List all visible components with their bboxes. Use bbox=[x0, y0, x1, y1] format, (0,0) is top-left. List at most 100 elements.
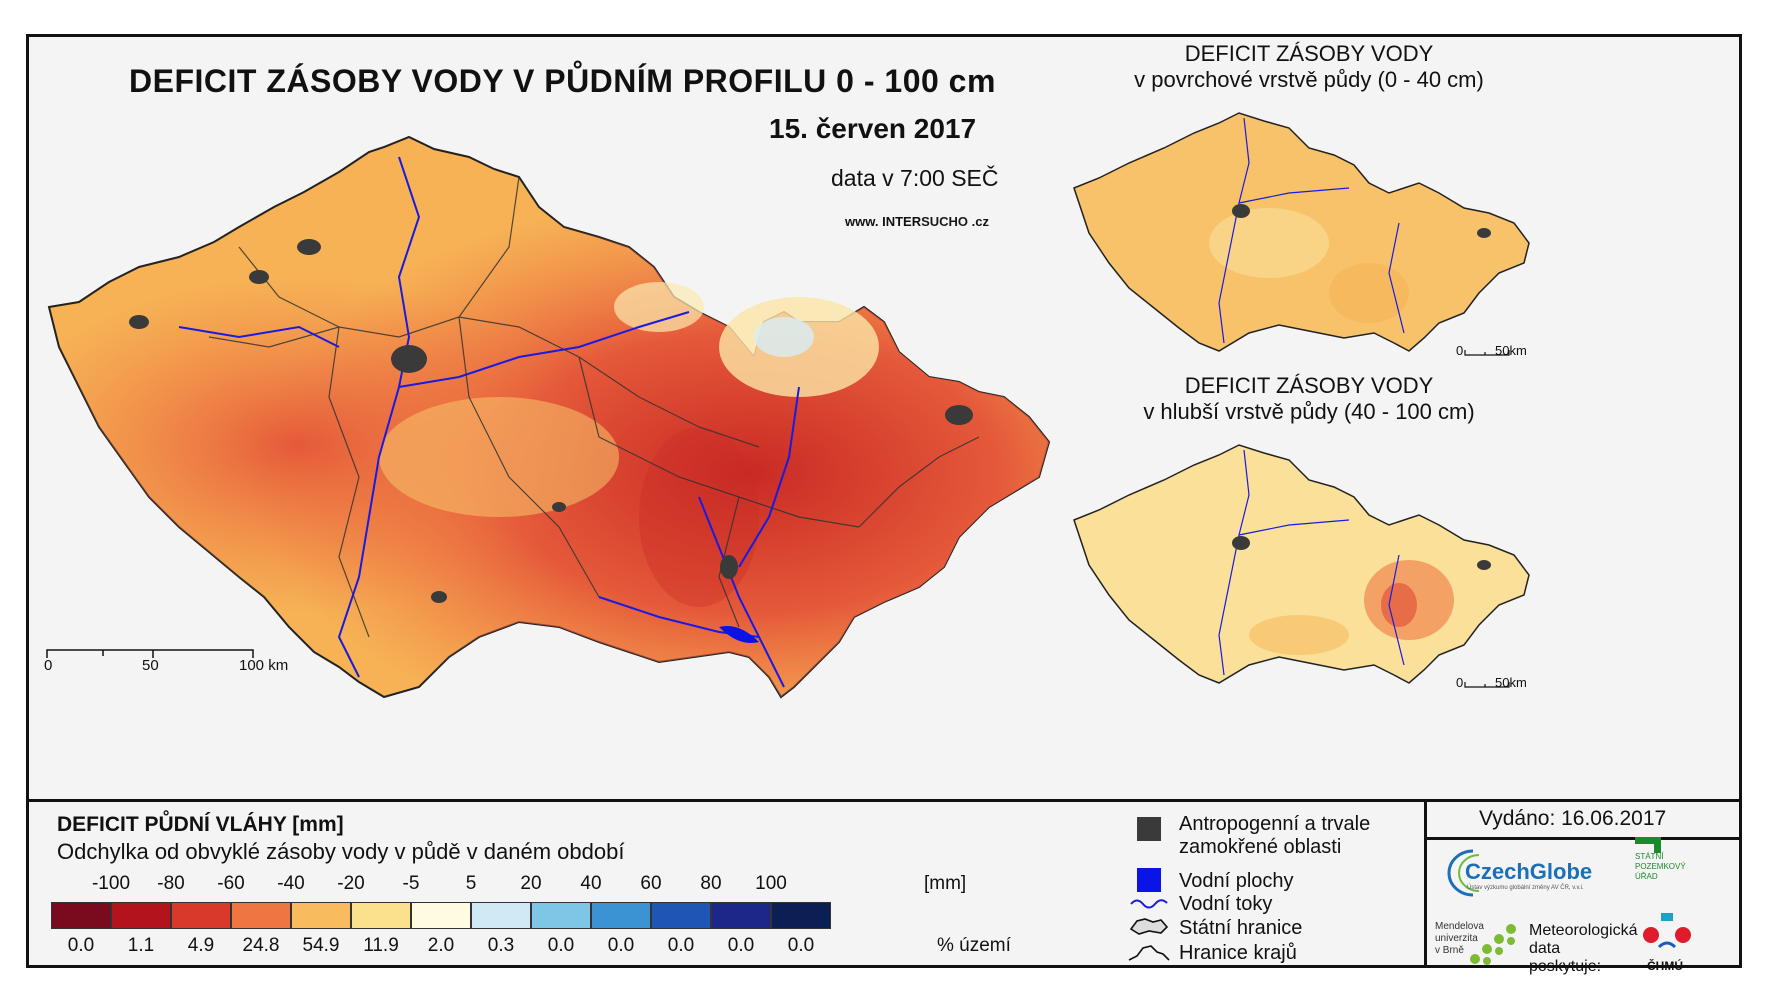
anthro-label-line2: zamokřené oblasti bbox=[1179, 836, 1342, 858]
legend-swatch bbox=[51, 902, 111, 929]
legend-boundary-label: 5 bbox=[465, 873, 477, 894]
legend-swatch bbox=[411, 902, 471, 929]
legend-pct-label: % území bbox=[937, 935, 1011, 956]
legend-pct-value: 2.0 bbox=[427, 935, 455, 956]
region-border-symbol bbox=[1128, 945, 1170, 961]
anthro-label: Antropogenní a trvale zamokřené oblasti bbox=[1179, 813, 1370, 859]
water-body-swatch bbox=[1137, 868, 1161, 892]
legend-pct-value: 0.0 bbox=[547, 935, 575, 956]
czechglobe-subtitle: Ústav výzkumu globální změny AV ČR, v.v.… bbox=[1467, 885, 1584, 891]
met-line3: poskytuje: bbox=[1529, 958, 1602, 975]
spu-line2: POZEMKOVÝ bbox=[1635, 862, 1686, 871]
issued-divider bbox=[1424, 799, 1427, 965]
inset-bottom-title-line2: v hlubší vrstvě půdy (40 - 100 cm) bbox=[1143, 399, 1475, 424]
mendel-dots bbox=[1470, 924, 1516, 965]
legend-boundary-label: 60 bbox=[640, 873, 662, 894]
map-frame: DEFICIT ZÁSOBY VODY V PŮDNÍM PROFILU 0 -… bbox=[26, 34, 1742, 975]
legend-pct-value: 1.1 bbox=[127, 935, 155, 956]
mendel-line2: univerzita bbox=[1435, 933, 1478, 944]
legend-boundary-label: 100 bbox=[755, 873, 787, 894]
map-area: DEFICIT ZÁSOBY VODY V PŮDNÍM PROFILU 0 -… bbox=[29, 37, 1739, 799]
inset-bottom-scale-0: 0 bbox=[1456, 675, 1464, 690]
map-title: DEFICIT ZÁSOBY VODY V PŮDNÍM PROFILU 0 -… bbox=[129, 63, 996, 99]
main-map bbox=[47, 135, 1051, 699]
state-border-symbol bbox=[1129, 918, 1169, 935]
inset-bottom-title: DEFICIT ZÁSOBY VODY v hlubší vrstvě půdy… bbox=[1114, 373, 1504, 425]
inset-bottom-scale-50: 50km bbox=[1495, 675, 1527, 690]
website-highlight: SUCHO bbox=[921, 214, 969, 229]
inset-top-title: DEFICIT ZÁSOBY VODY v povrchové vrstvě p… bbox=[1114, 41, 1504, 93]
legend-divider bbox=[29, 799, 1739, 802]
legend-boundary-label: -80 bbox=[157, 873, 185, 894]
legend-boundary-label: -5 bbox=[402, 873, 420, 894]
legend-pct-value: 0.0 bbox=[727, 935, 755, 956]
legend-swatch bbox=[711, 902, 771, 929]
stream-label: Vodní toky bbox=[1179, 893, 1273, 915]
legend-boundary-label: 20 bbox=[520, 873, 542, 894]
legend-boundary-label: 80 bbox=[700, 873, 722, 894]
legend-boundary-label: -100 bbox=[91, 873, 131, 894]
czechglobe-name: CzechGlobe bbox=[1465, 859, 1593, 884]
inset-top-title-line2: v povrchové vrstvě půdy (0 - 40 cm) bbox=[1134, 67, 1484, 92]
inset-bottom-map bbox=[1073, 444, 1530, 688]
website-prefix: www. INTER bbox=[845, 214, 922, 229]
legend-swatch bbox=[351, 902, 411, 929]
met-data-credit: Meteorologická data poskytuje: bbox=[1529, 922, 1638, 976]
stream-symbol bbox=[1130, 899, 1168, 909]
legend-pct-value: 0.0 bbox=[787, 935, 815, 956]
state-border-label: Státní hranice bbox=[1179, 917, 1303, 939]
main-scale-50: 50 bbox=[142, 657, 159, 674]
legend-pct-value: 0.0 bbox=[607, 935, 635, 956]
mendel-line3: v Brně bbox=[1435, 945, 1464, 956]
inset-top-title-line1: DEFICIT ZÁSOBY VODY bbox=[1184, 41, 1434, 66]
spu-line3: ÚŘAD bbox=[1635, 872, 1658, 881]
spu-logo-mark bbox=[1635, 837, 1661, 853]
chmu-name: ČHMÚ bbox=[1647, 959, 1683, 973]
data-time: data v 7:00 SEČ bbox=[831, 165, 999, 191]
website-link[interactable]: www. INTERSUCHO .cz bbox=[845, 214, 989, 229]
legend-swatch bbox=[771, 902, 831, 929]
legend-swatch bbox=[291, 902, 351, 929]
mendel-logo: Mendelova univerzita v Brně bbox=[1435, 921, 1484, 957]
inset-top-scale-0: 0 bbox=[1456, 343, 1464, 358]
legend-boundary-label: 40 bbox=[580, 873, 602, 894]
anthro-swatch bbox=[1137, 817, 1161, 841]
main-scale-bar bbox=[46, 649, 254, 658]
inset-bottom-title-line1: DEFICIT ZÁSOBY VODY bbox=[1184, 373, 1434, 398]
legend-pct-value: 0.0 bbox=[667, 935, 695, 956]
legend-swatch bbox=[171, 902, 231, 929]
legend-pct-value: 11.9 bbox=[363, 935, 399, 956]
legend-swatch bbox=[591, 902, 651, 929]
czechglobe-logo bbox=[1447, 849, 1480, 897]
mendel-line1: Mendelova bbox=[1435, 921, 1484, 932]
legend-subtitle: Odchylka od obvyklé zásoby vody v půdě v… bbox=[57, 839, 625, 864]
spu-line1: STÁTNÍ bbox=[1635, 852, 1664, 861]
legend-swatch bbox=[231, 902, 291, 929]
legend-pct-value: 0.0 bbox=[67, 935, 95, 956]
legend-swatch bbox=[111, 902, 171, 929]
legend-swatch bbox=[531, 902, 591, 929]
main-scale-100: 100 km bbox=[239, 657, 289, 674]
issued-date: Vydáno: 16.06.2017 bbox=[1479, 807, 1667, 830]
legend-boundary-label: -20 bbox=[337, 873, 365, 894]
met-line2: data bbox=[1529, 940, 1561, 957]
inset-top-scale-50: 50km bbox=[1495, 343, 1527, 358]
main-scale-0: 0 bbox=[44, 657, 53, 674]
legend-pct-value: 24.8 bbox=[242, 935, 280, 956]
issued-underline bbox=[1424, 837, 1739, 840]
legend-pct-value: 54.9 bbox=[302, 935, 340, 956]
website-suffix: .cz bbox=[968, 214, 989, 229]
region-border-label: Hranice krajů bbox=[1179, 942, 1297, 964]
legend-swatch bbox=[651, 902, 711, 929]
legend-swatch bbox=[471, 902, 531, 929]
legend-title: DEFICIT PŮDNÍ VLÁHY [mm] bbox=[57, 813, 344, 836]
legend-pct-value: 0.3 bbox=[487, 935, 515, 956]
legend-pct-value: 4.9 bbox=[187, 935, 215, 956]
water-body-label: Vodní plochy bbox=[1179, 870, 1294, 892]
anthro-label-line1: Antropogenní a trvale bbox=[1179, 813, 1371, 835]
met-line1: Meteorologická bbox=[1529, 922, 1638, 939]
legend-boundary-label: -60 bbox=[217, 873, 245, 894]
inset-top-map bbox=[1073, 112, 1530, 356]
map-date: 15. červen 2017 bbox=[769, 113, 977, 144]
spu-logo: STÁTNÍ POZEMKOVÝ ÚŘAD bbox=[1635, 852, 1686, 882]
